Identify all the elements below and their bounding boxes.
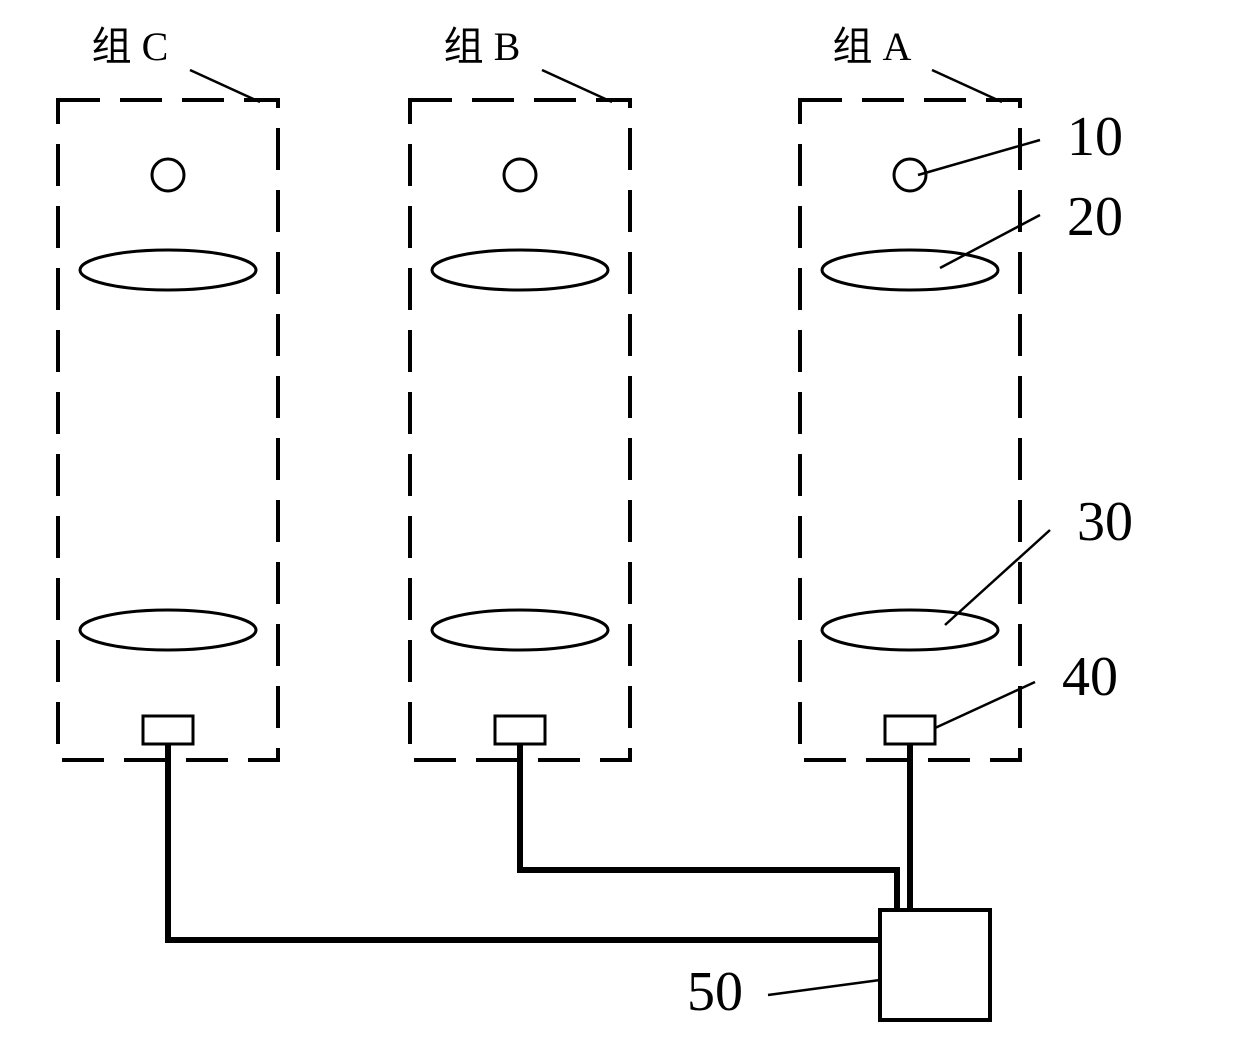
hub-box bbox=[880, 910, 990, 1020]
diagram-canvas: 组 C 组 B 组 A 10 20 30 40 50 bbox=[0, 0, 1240, 1062]
ref-number-20: 20 bbox=[1067, 186, 1123, 248]
part-40-C bbox=[143, 716, 193, 744]
part-40-A bbox=[885, 716, 935, 744]
ref-number-50: 50 bbox=[687, 961, 743, 1023]
part-40-B bbox=[495, 716, 545, 744]
ref-number-10: 10 bbox=[1067, 106, 1123, 168]
group-label-A: 组 A bbox=[833, 24, 912, 69]
group-label-C: 组 C bbox=[92, 24, 169, 69]
canvas-bg bbox=[0, 0, 1240, 1062]
group-label-B: 组 B bbox=[444, 24, 521, 69]
ref-number-40: 40 bbox=[1062, 646, 1118, 708]
ref-number-30: 30 bbox=[1077, 491, 1133, 553]
